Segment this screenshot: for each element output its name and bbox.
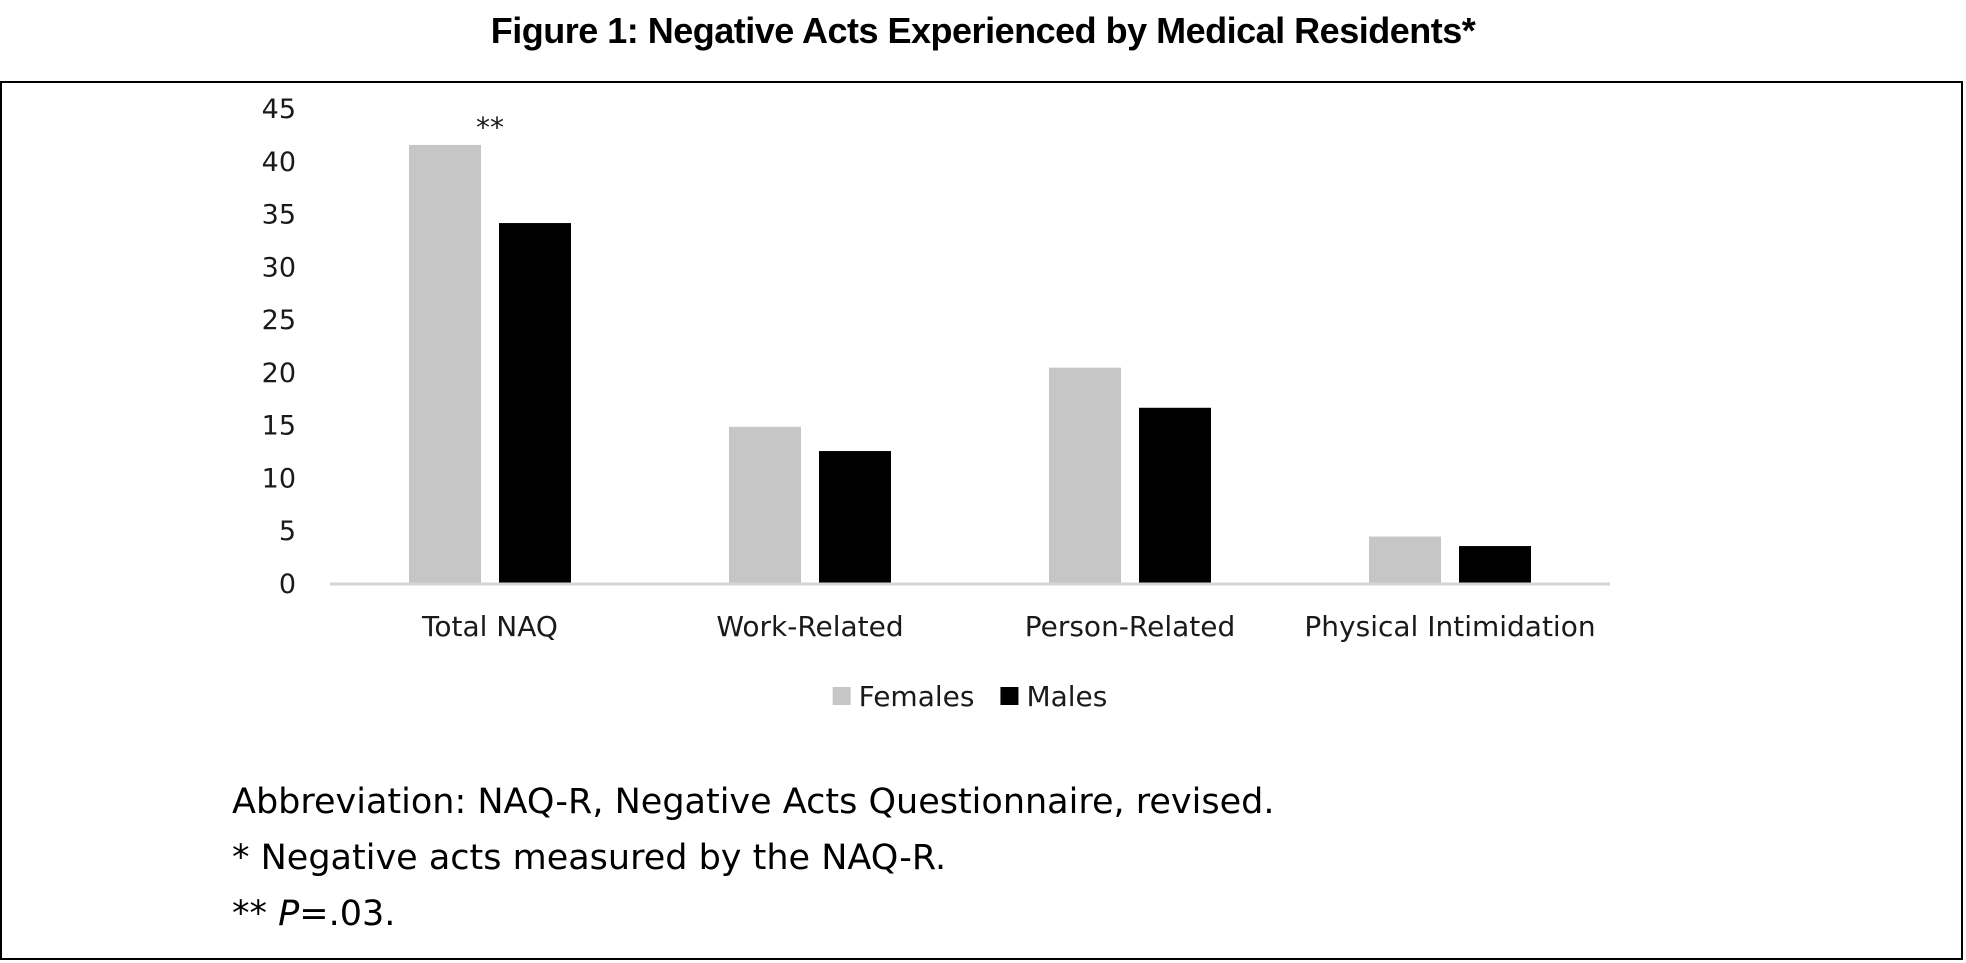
legend-label-males: Males — [1026, 680, 1107, 713]
note-single-star: * Negative acts measured by the NAQ-R. — [232, 838, 947, 878]
legend-swatch-males — [1000, 687, 1019, 705]
bar-males — [1459, 546, 1531, 583]
bar-males — [1139, 407, 1211, 583]
bar-females — [729, 426, 801, 583]
annotations: ** — [476, 111, 504, 144]
y-tick-label: 5 — [279, 516, 296, 547]
note-p-value: =.03. — [299, 894, 396, 934]
y-tick-label: 30 — [262, 252, 296, 283]
bar-females — [1049, 367, 1121, 583]
y-tick-label: 15 — [262, 411, 296, 442]
y-tick-label: 35 — [262, 200, 296, 231]
bar-males — [499, 223, 571, 584]
note-double-star: ** P=.03. — [232, 894, 395, 934]
x-tick-label: Total NAQ — [421, 610, 558, 643]
y-tick-label: 25 — [262, 305, 296, 336]
bar-females — [409, 144, 481, 583]
y-tick-label: 40 — [262, 147, 296, 178]
y-tick-label: 10 — [262, 463, 296, 494]
y-tick-label: 20 — [262, 358, 296, 389]
legend-swatch-females — [832, 687, 851, 705]
legend: Females Males — [832, 680, 1107, 713]
x-tick-label: Physical Intimidation — [1304, 610, 1595, 643]
x-tick-label: Person-Related — [1025, 610, 1236, 643]
bar-males — [819, 451, 891, 583]
x-tick-label: Work-Related — [716, 610, 903, 643]
note-p-label: P — [278, 894, 300, 934]
figure-title: Figure 1: Negative Acts Experienced by M… — [490, 10, 1476, 51]
y-tick-label: 45 — [262, 94, 296, 125]
legend-label-females: Females — [859, 680, 975, 713]
significance-annotation: ** — [476, 111, 504, 144]
x-axis: Total NAQ Work-Related Person-Related Physi… — [330, 582, 1610, 643]
note-abbreviation: Abbreviation: NAQ-R, Negative Acts Quest… — [232, 782, 1275, 822]
y-tick-label: 0 — [279, 569, 296, 600]
figure-frame — [0, 81, 1963, 960]
y-axis: 0 5 10 15 20 25 30 35 40 45 — [262, 94, 296, 600]
bar-females — [1369, 536, 1441, 583]
note-double-star-prefix: ** — [232, 894, 279, 934]
bars — [409, 144, 1531, 584]
